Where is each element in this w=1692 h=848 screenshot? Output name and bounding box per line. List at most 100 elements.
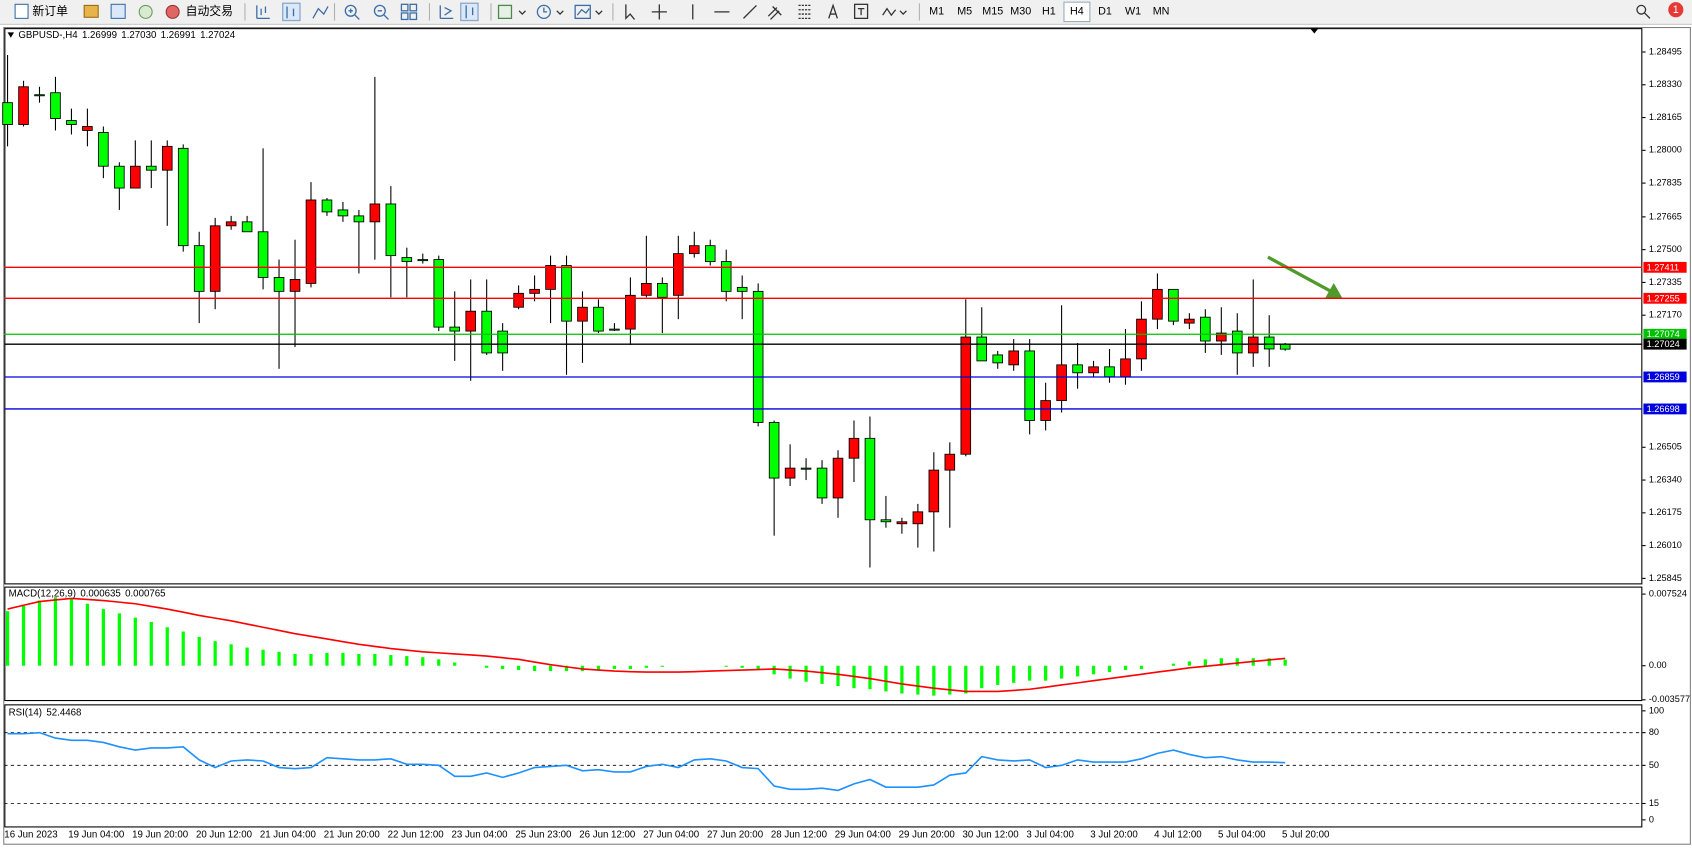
icon[interactable] <box>83 4 99 18</box>
timeframe-button[interactable]: W1 <box>1125 6 1141 18</box>
y-tick-label: 1.25845 <box>1649 573 1682 583</box>
candle-body <box>497 330 508 354</box>
candle-body <box>784 467 796 479</box>
ohlc-value: 1.26991 <box>161 30 196 41</box>
icon <box>165 4 180 19</box>
candle-body <box>529 288 540 294</box>
indicator-value: 52.4468 <box>46 708 81 719</box>
timeframe-button[interactable]: D1 <box>1098 6 1112 18</box>
macd-bar <box>948 665 952 695</box>
candle-body <box>545 265 556 290</box>
x-tick-label: 21 Jun 20:00 <box>324 830 381 841</box>
candle-body <box>1024 350 1035 421</box>
macd-bar <box>1203 659 1207 666</box>
trend-arrow <box>1267 255 1343 299</box>
macd-bar <box>820 665 824 684</box>
macd-bar <box>884 665 888 692</box>
timeframe-button[interactable]: M1 <box>929 6 944 18</box>
macd-bar <box>644 665 648 668</box>
candle-body <box>193 245 205 292</box>
candle-body <box>481 310 492 354</box>
macd-bar <box>596 665 601 671</box>
macd-bar <box>261 649 265 666</box>
macd-bar <box>389 655 393 666</box>
candle-body <box>321 199 333 213</box>
macd-bar <box>85 603 90 666</box>
price-label-box <box>1643 403 1687 415</box>
macd-bar <box>277 651 281 666</box>
macd-bar <box>325 652 329 666</box>
candle-body <box>82 126 93 131</box>
macd-bar <box>293 653 297 666</box>
candle-body <box>98 132 109 167</box>
candle-body <box>273 277 285 292</box>
macd-bar <box>501 665 505 669</box>
macd-bar <box>453 662 457 666</box>
timeframe-button[interactable]: M30 <box>1010 6 1031 18</box>
y-tick-label: 1.28330 <box>1649 79 1682 89</box>
macd-bar <box>1091 665 1096 675</box>
candle-body <box>641 282 652 296</box>
toolbar <box>0 0 1692 24</box>
candle-body <box>18 86 29 125</box>
notification-badge[interactable] <box>1668 2 1684 18</box>
chart-shift-marker <box>1310 28 1319 34</box>
x-tick-label: 16 Jun 2023 <box>4 830 57 841</box>
x-tick-label: 23 Jun 04:00 <box>451 830 508 841</box>
ohlc-value: 1.27030 <box>121 30 157 41</box>
macd-bar <box>788 665 792 679</box>
macd-bar <box>53 597 58 666</box>
macd-bar <box>149 621 153 666</box>
macd-bar <box>548 665 553 672</box>
candle-body <box>1040 400 1051 421</box>
price-label: 1.26859 <box>1647 372 1680 382</box>
candle-body <box>928 469 940 513</box>
timeframe-button[interactable]: H1 <box>1042 6 1056 18</box>
macd-bar <box>1267 658 1271 666</box>
candle-body <box>736 286 748 292</box>
toolbar-separators <box>244 3 920 21</box>
icon[interactable] <box>110 3 126 19</box>
y-tick-label: 1.27170 <box>1649 310 1682 320</box>
candle-body <box>417 259 429 262</box>
x-tick-label: 29 Jun 20:00 <box>899 830 956 841</box>
candle-body <box>944 453 956 471</box>
x-tick-label: 28 Jun 12:00 <box>771 830 828 841</box>
candle-body <box>337 209 349 217</box>
auto-trading-button[interactable]: 自动交易 <box>165 4 233 19</box>
candle-body <box>593 306 604 332</box>
macd-bar <box>836 665 840 687</box>
macd-bar <box>69 598 74 666</box>
candle-body <box>161 145 173 171</box>
candle-body <box>800 467 812 470</box>
macd-bar <box>21 605 26 666</box>
candle-body <box>1168 288 1179 322</box>
price-label-box <box>1643 338 1687 350</box>
candle-body <box>2 102 13 125</box>
x-tick-label: 19 Jun 20:00 <box>132 830 189 841</box>
macd-bar <box>1187 661 1191 666</box>
active-timeframe-highlight <box>1063 1 1091 23</box>
candle-body <box>177 147 189 247</box>
timeframe-button[interactable]: H4 <box>1070 6 1084 18</box>
candle-body <box>305 199 317 284</box>
price-label-box <box>1643 292 1687 304</box>
candle-body <box>704 245 716 262</box>
candle-body <box>1152 288 1163 320</box>
candle-body <box>257 231 269 278</box>
y-tick-label: 0 <box>1649 814 1654 824</box>
timeframe-button[interactable]: M5 <box>957 6 972 18</box>
y-tick-label: -0.003577 <box>1649 694 1690 704</box>
new-order-label: 新订单 <box>32 4 68 18</box>
icon[interactable] <box>138 4 153 19</box>
new-order-button[interactable]: 新订单 <box>14 3 68 19</box>
candle-body <box>1008 350 1019 366</box>
signal-line <box>7 597 1286 693</box>
candle-body <box>433 259 445 328</box>
timeframe-button[interactable]: M15 <box>982 6 1003 18</box>
macd-bar <box>1012 665 1016 683</box>
candle-body <box>1088 366 1099 374</box>
candle-body <box>66 120 77 125</box>
timeframe-button[interactable]: MN <box>1153 6 1170 18</box>
